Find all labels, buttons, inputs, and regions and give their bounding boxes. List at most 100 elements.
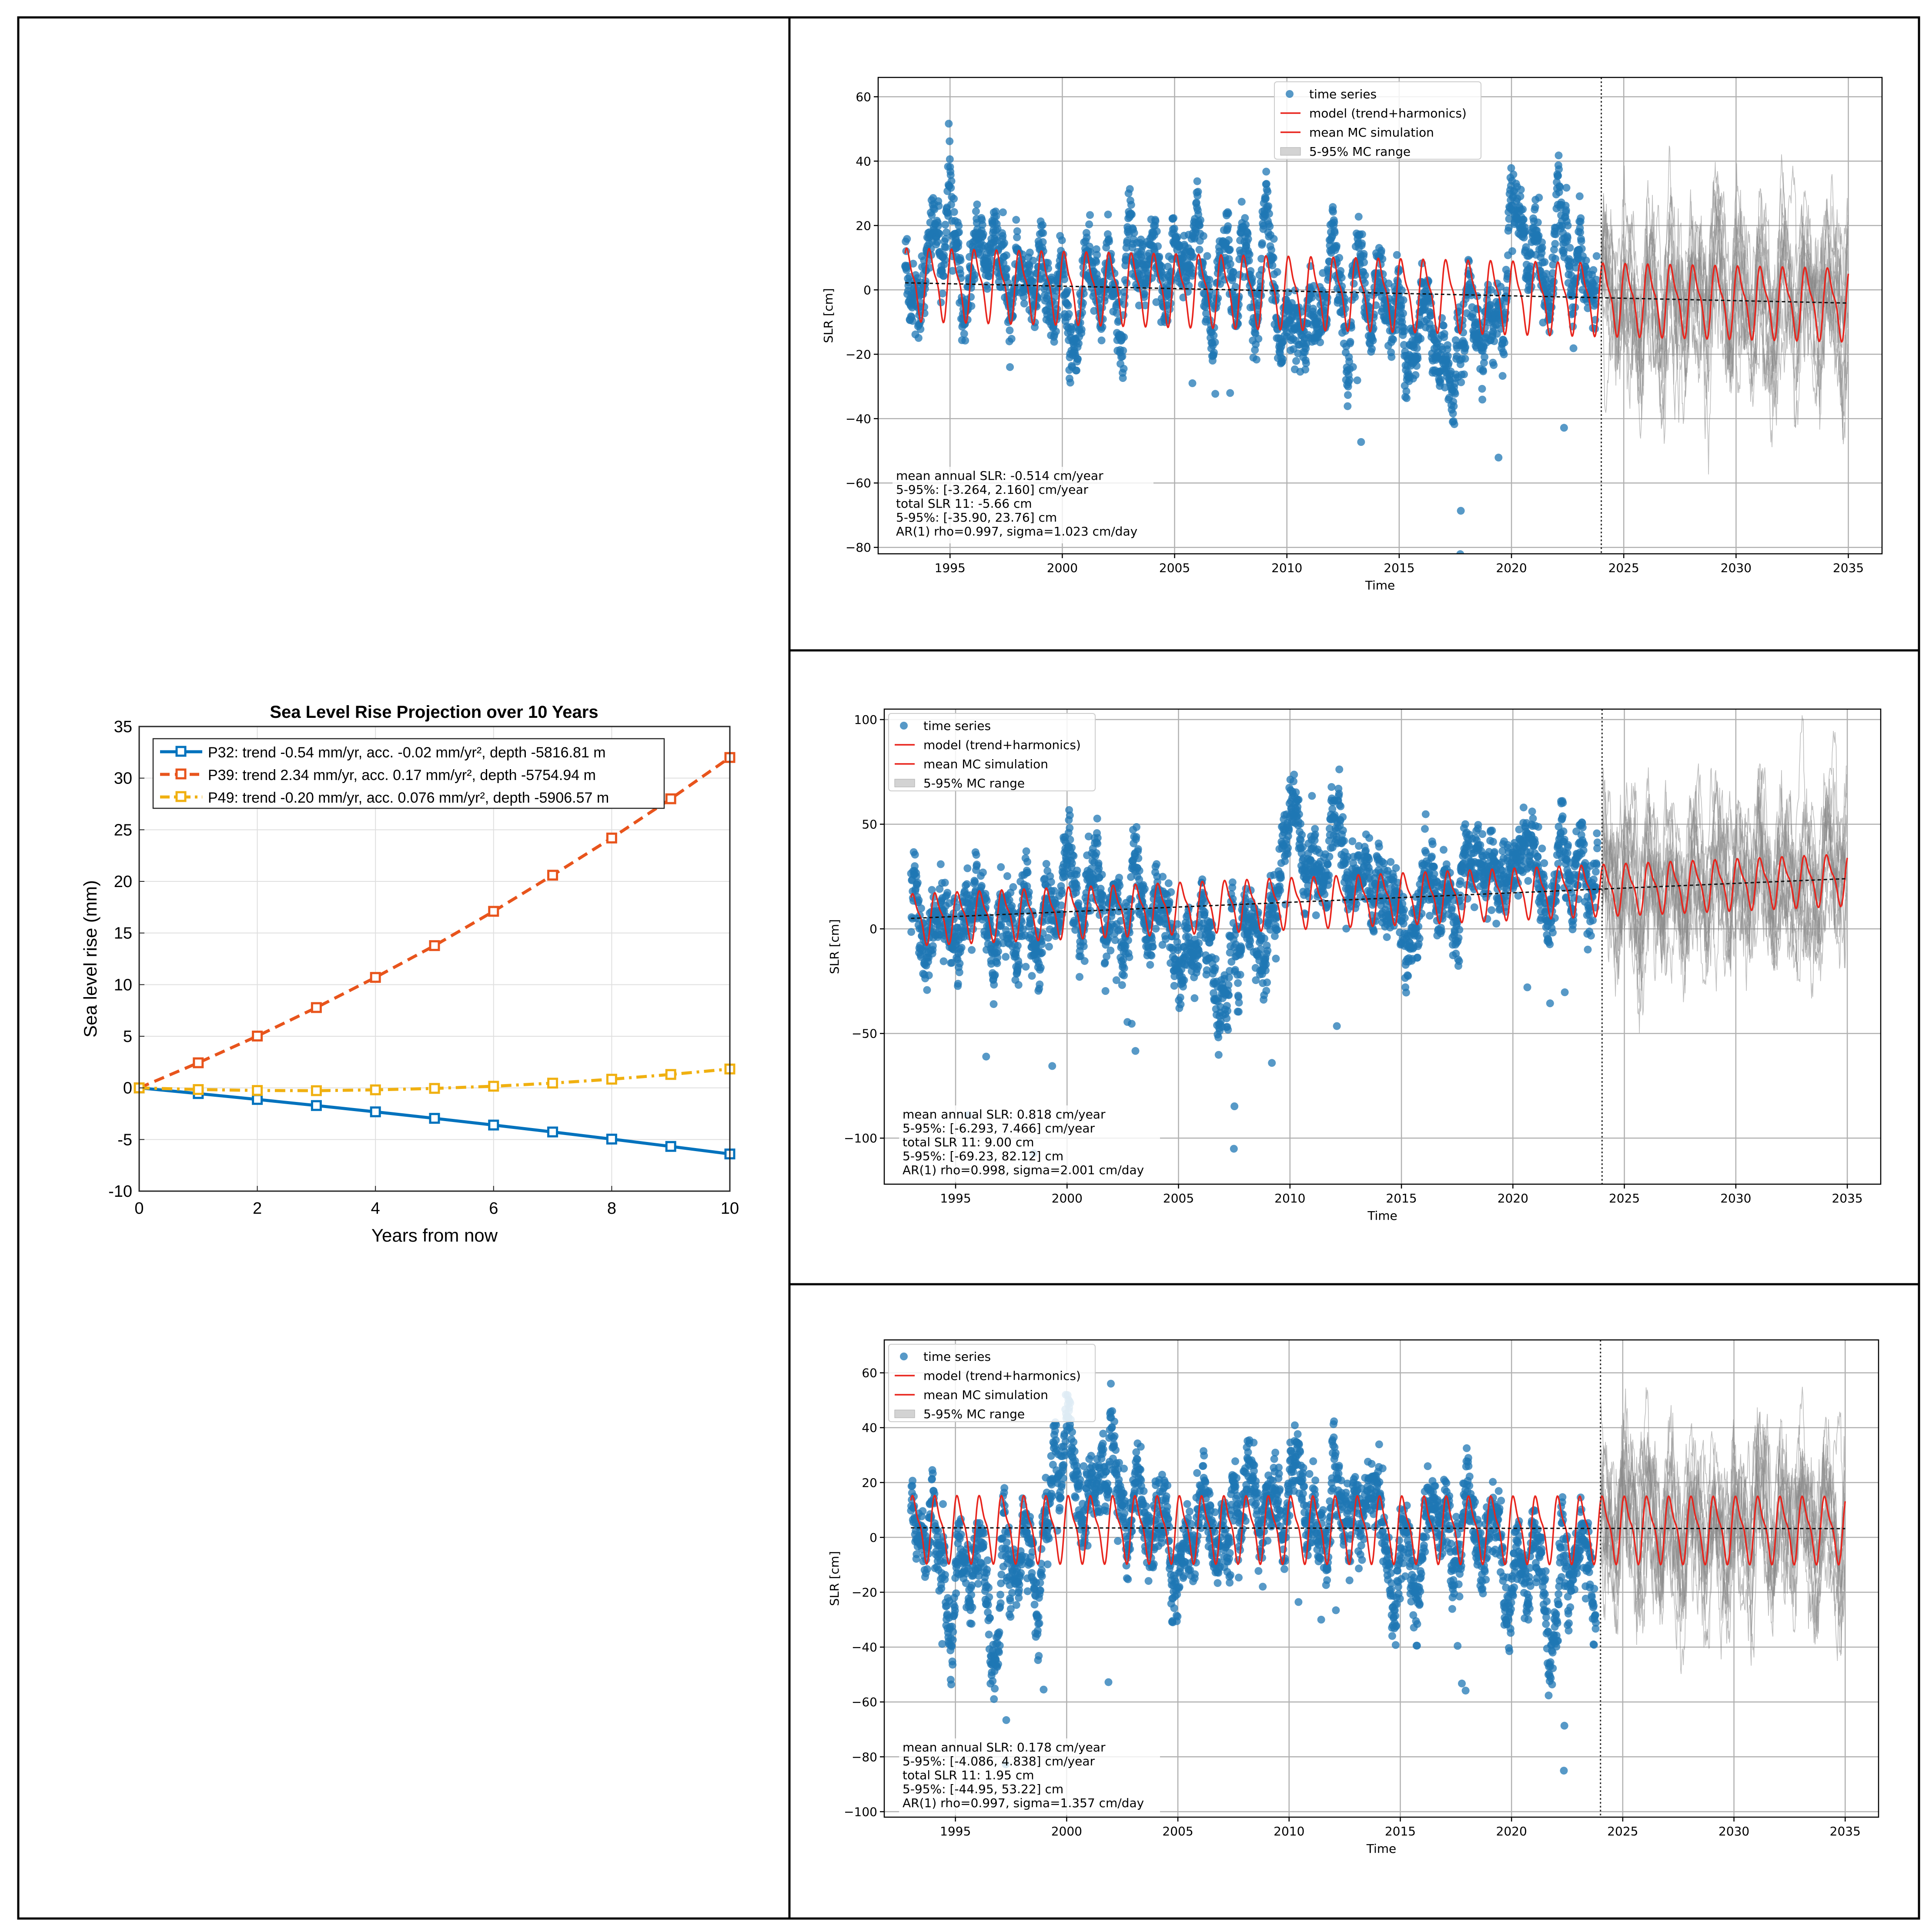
time-series-point [1399,309,1407,318]
stats-line: 5-95%: [-35.90, 23.76] cm [896,510,1057,525]
time-series-point [1039,229,1047,237]
time-series-point [1194,962,1202,970]
time-series-point [1075,339,1083,348]
x-tick-label: 10 [721,1199,739,1218]
time-series-point [1244,235,1252,243]
time-series-point [937,298,945,307]
time-series-point [1095,864,1103,873]
time-series-point [1490,361,1498,369]
time-series-point [1500,338,1508,347]
series-marker-0 [606,1133,617,1145]
time-series-point [1071,926,1080,934]
time-series-point [1036,980,1044,988]
time-series-point [1153,227,1161,235]
time-series-point [1562,206,1570,214]
x-tick-label: 4 [371,1199,380,1218]
time-series-point [1130,229,1138,237]
time-series-point [1006,363,1014,371]
time-series-point [1125,921,1133,930]
time-series-point [1311,830,1319,839]
time-series-point [1528,271,1536,279]
time-series-point [1276,886,1284,894]
series-marker-1 [370,972,381,983]
y-tick-label: 20 [856,218,871,233]
time-series-point [1294,803,1302,811]
panel-frames [17,16,1920,1920]
time-series-point [1324,900,1332,908]
time-series-point [955,968,963,976]
time-series-point [1100,907,1108,915]
time-series-point [1551,230,1560,238]
ts-stats-box [893,467,1153,543]
time-series-point [1565,265,1574,273]
time-series-point [1457,378,1465,386]
time-series-point [1444,341,1452,349]
time-series-point [1158,941,1167,949]
time-series-point [1421,825,1429,833]
time-series-point [1323,294,1331,302]
time-series-point [1392,864,1400,872]
time-series-point [1387,858,1395,866]
time-series-point [1560,247,1568,255]
series-marker-0 [547,1126,558,1138]
time-series-point [1044,259,1052,267]
time-series-point [1252,976,1260,984]
time-series-point [1080,957,1089,965]
time-series-point [1170,982,1178,990]
time-series-point [960,330,968,338]
time-series-point [1120,300,1129,308]
time-series-point [1350,280,1358,288]
time-series-point [1203,252,1211,260]
time-series-point [1126,185,1134,193]
time-series-point [1270,932,1279,940]
time-series-point [1224,209,1232,218]
time-series-point [1123,279,1131,287]
legend-label-p39: P39: trend 2.34 mm/yr, acc. 0.17 mm/yr²,… [208,767,596,784]
time-series-point [1070,852,1078,860]
x-tick-label: 6 [489,1199,498,1218]
time-series-point [1560,424,1568,432]
time-series-point [935,202,943,210]
time-series-point [949,267,956,275]
time-series-point [1569,344,1578,352]
time-series-point [1474,821,1482,829]
time-series-point [1051,293,1059,301]
time-series-point [1225,236,1233,244]
time-series-point [1093,814,1101,823]
time-series-point [1361,271,1369,279]
time-series-point [925,971,933,979]
time-series-point [1488,827,1496,835]
time-series-point [968,946,976,954]
time-series-point [1211,338,1219,346]
time-series-point [1105,238,1113,246]
time-series-point [1492,920,1501,928]
time-series-point [1292,357,1300,365]
time-series-point [1549,285,1558,293]
time-series-point [1230,1145,1238,1153]
y-tick-label: −20 [846,347,871,362]
time-series-point [1188,379,1197,387]
slr-timeseries-p32: 1995 2000 2005 2010 2015 2020 2025 2030 2035−80−… [821,77,1883,593]
time-series-point [1234,993,1243,1001]
time-series-point [1378,255,1387,263]
time-series-point [1036,964,1045,972]
time-series-point [1490,848,1498,856]
time-series-point [1438,927,1446,935]
time-series-point [936,860,945,868]
time-series-point [1325,871,1333,879]
y-tick-label: 40 [856,154,871,168]
time-series-point [1272,954,1280,963]
time-series-point [1026,248,1034,257]
time-series-point [1009,883,1017,891]
time-series-point [1550,245,1558,254]
time-series-point [1519,215,1528,224]
time-series-point [1207,931,1216,939]
time-series-point [1006,326,1014,335]
time-series-point [1535,194,1543,202]
time-series-point [1135,301,1143,310]
time-series-point [1115,874,1123,882]
time-series-point [1120,365,1128,373]
time-series-point [1224,222,1232,230]
time-series-point [1305,893,1313,901]
time-series-point [1257,945,1265,953]
